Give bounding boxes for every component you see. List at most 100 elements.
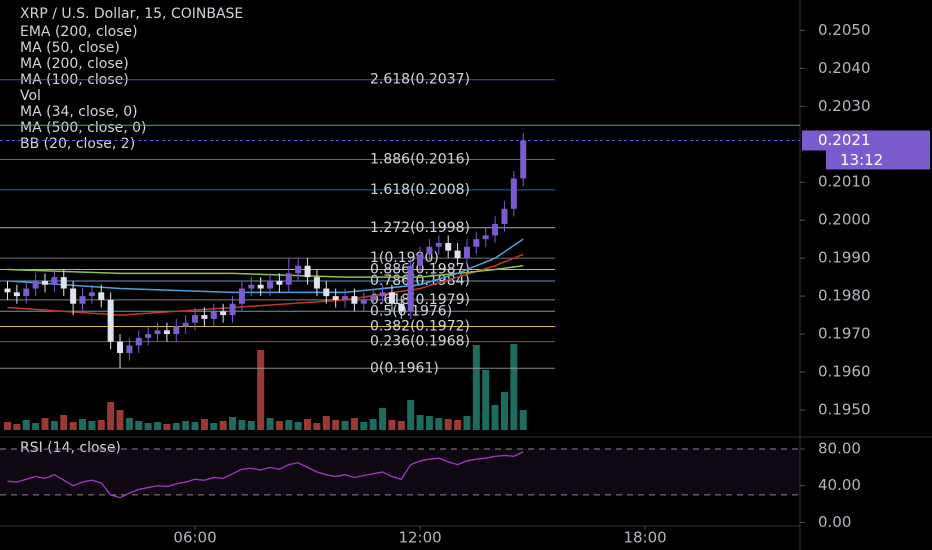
volume-bar: [444, 419, 452, 430]
candle-body: [332, 296, 339, 300]
candle-body: [351, 296, 358, 304]
chart-title: XRP / U.S. Dollar, 15, COINBASE: [20, 6, 243, 22]
candle-body: [407, 265, 414, 312]
candle-body: [285, 273, 292, 285]
candle-body: [107, 299, 114, 342]
price-label: 0.2021: [818, 131, 871, 149]
candle-body: [445, 242, 452, 251]
y-tick-label: 0.2010: [818, 173, 871, 191]
volume-bar: [13, 424, 21, 430]
candle-body: [42, 280, 49, 285]
rsi-tick-label: 80.00: [818, 440, 861, 458]
volume-bar: [510, 344, 518, 430]
moving-average: [7, 265, 524, 278]
candle-body: [117, 341, 124, 354]
fib-label: 0(0.1961): [370, 360, 439, 376]
candle-body: [435, 242, 442, 247]
candle-body: [388, 292, 395, 304]
volume-bar: [116, 410, 124, 430]
volume-bar: [97, 420, 105, 430]
y-tick-label: 0.2040: [818, 59, 871, 77]
volume-bar: [313, 423, 321, 430]
candle-body: [295, 265, 302, 274]
candle-body: [248, 284, 255, 289]
volume-bar: [294, 422, 302, 430]
candle-body: [473, 239, 480, 247]
candle-body: [70, 288, 77, 304]
volume-bar: [88, 421, 96, 430]
indicator-label: MA (50, close): [20, 40, 120, 56]
candle-body: [210, 311, 217, 319]
x-tick-label: 12:00: [398, 529, 441, 547]
y-tick-label: 0.1960: [818, 363, 871, 381]
fib-label: 1.886(0.2016): [370, 151, 470, 167]
volume-bar: [69, 422, 77, 430]
candle-body: [267, 280, 274, 289]
fib-label: 0.382(0.1972): [370, 318, 470, 334]
fib-label: 0.236(0.1968): [370, 334, 470, 350]
fib-label: 2.618(0.2037): [370, 72, 470, 88]
rsi-tick-label: 0.00: [818, 513, 851, 531]
candle-body: [145, 334, 152, 338]
volume-bar: [425, 416, 433, 430]
y-tick-label: 0.1950: [818, 401, 871, 419]
volume-bar: [285, 420, 293, 430]
volume-bar: [463, 416, 471, 430]
volume-bar: [154, 422, 162, 430]
volume-bar: [182, 421, 190, 430]
volume-bar: [407, 400, 415, 430]
volume-bar: [247, 421, 255, 430]
x-tick-label: 06:00: [173, 529, 216, 547]
y-tick-label: 0.2030: [818, 97, 871, 115]
volume-bar: [379, 408, 387, 430]
indicator-label: EMA (200, close): [20, 24, 138, 40]
countdown-box: [826, 150, 930, 170]
indicator-label: Vol: [20, 88, 41, 104]
candle-body: [313, 277, 320, 289]
volume-bar: [454, 420, 462, 430]
volume-bar: [304, 419, 312, 430]
volume-bar: [238, 420, 246, 430]
y-tick-label: 0.2000: [818, 211, 871, 229]
candle-body: [173, 326, 180, 335]
volume-bar: [491, 405, 499, 430]
volume-bar: [341, 421, 349, 430]
candle-body: [510, 178, 517, 209]
fib-label: 0.786(0.1984): [370, 273, 470, 289]
candle-body: [417, 254, 424, 266]
volume-bar: [60, 415, 68, 430]
volume-bar: [500, 392, 508, 430]
volume-bar: [435, 418, 443, 430]
volume-bar: [200, 419, 208, 430]
y-tick-label: 0.1970: [818, 325, 871, 343]
candle-body: [379, 292, 386, 297]
candle-body: [342, 296, 349, 300]
candle-body: [304, 265, 311, 278]
volume-bar: [144, 423, 152, 430]
candle-body: [501, 208, 508, 224]
candle-body: [520, 140, 527, 179]
candle-body: [4, 288, 11, 293]
volume-bar: [41, 418, 49, 430]
candle-body: [276, 280, 283, 285]
candle-body: [60, 277, 67, 289]
candle-body: [482, 235, 489, 240]
x-tick-label: 18:00: [623, 529, 666, 547]
volume-bar: [191, 422, 199, 430]
candle-body: [426, 246, 433, 255]
candle-body: [257, 284, 264, 289]
volume-bar: [388, 420, 396, 430]
volume-bar: [322, 416, 330, 430]
volume-bar: [416, 415, 424, 430]
volume-bar: [219, 421, 227, 430]
volume-bar: [397, 421, 405, 430]
candle-body: [163, 330, 170, 335]
candle-body: [229, 303, 236, 316]
candle-body: [454, 250, 461, 259]
volume-bar: [22, 420, 30, 430]
rsi-title: RSI (14, close): [20, 440, 121, 456]
volume-bar: [4, 422, 12, 430]
volume-bar: [266, 418, 274, 430]
candle-body: [135, 337, 142, 346]
fib-label: 1.272(0.1998): [370, 220, 470, 236]
